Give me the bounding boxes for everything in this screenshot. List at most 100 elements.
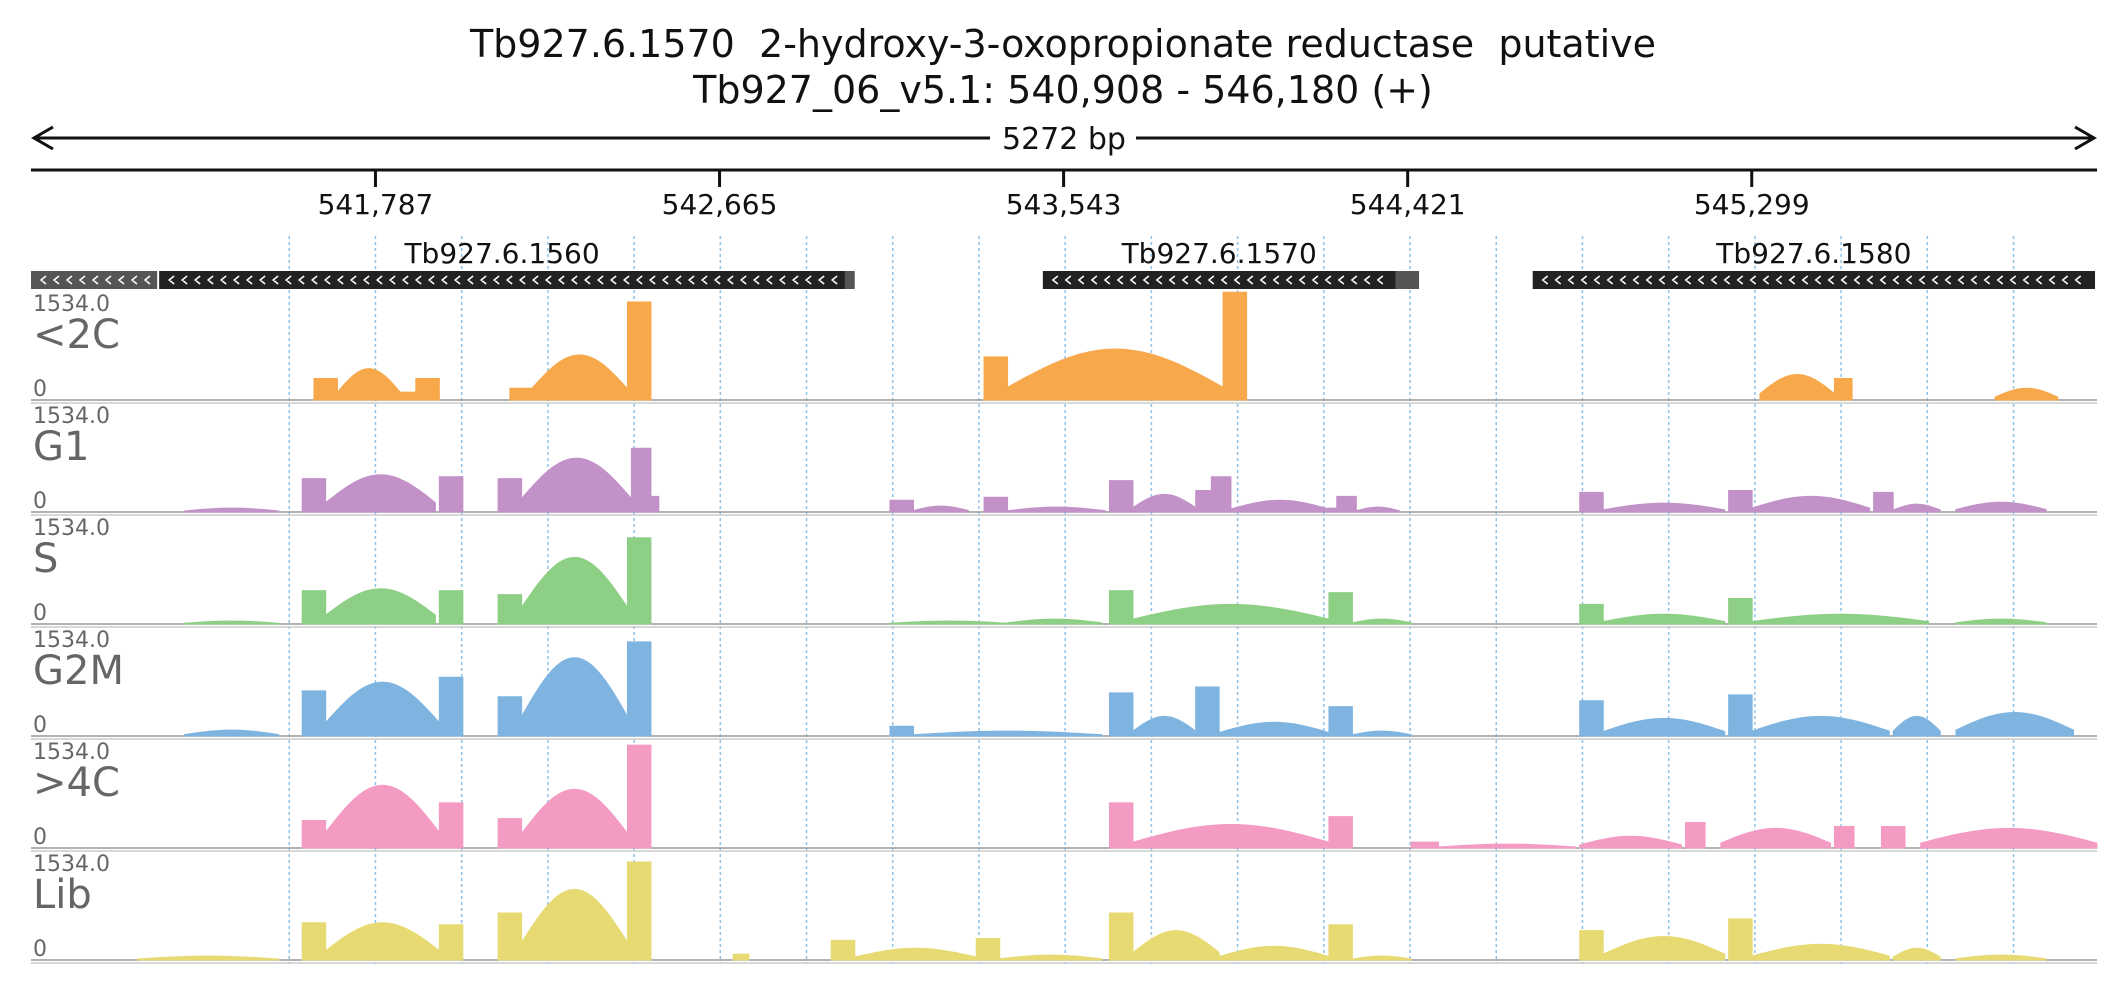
coverage-area [1955,501,2047,513]
coverage-area [1328,706,1353,737]
coverage-area [626,301,652,401]
coverage-area [521,888,628,961]
coverage-area [1873,491,1894,513]
strand-arrows [1051,275,1384,285]
coverage-area [137,955,280,961]
coverage-area [1132,603,1330,625]
coverage-area [1210,476,1232,513]
coverage-area [1328,592,1353,625]
tick-label: 545,299 [1694,188,1810,221]
chart-subtitle: Tb927_06_v5.1: 540,908 - 546,180 (+) [693,68,1433,112]
tick-label: 544,421 [1350,188,1466,221]
coverage-area [325,474,436,513]
coverage-area [1602,613,1726,625]
track-label: >4C [33,760,120,806]
coverage-area [1230,499,1330,513]
track-ymax-label: 1534.0 [33,740,110,765]
coverage-area [889,620,1009,625]
coverage-area [184,620,280,625]
coverage-area [1920,827,2098,849]
track-label: <2C [33,312,120,358]
coverage-area [336,368,401,401]
coverage-area [1728,489,1753,513]
coverage-area [1579,930,1604,961]
coverage-area [854,947,977,961]
coverage-area [1892,715,1941,737]
coverage-area [983,356,1009,401]
coverage-area [1438,843,1577,849]
coverage-area [521,657,628,737]
coverage-area [1132,715,1197,737]
gene-bar [1395,271,1420,289]
coverage-area [1218,945,1330,961]
coverage-area [1195,686,1220,737]
coverage-area [497,912,523,961]
coverage-area [1108,480,1134,513]
coverage-area [830,939,856,961]
track-ymin-label: 0 [33,713,47,738]
coverage-area [184,507,280,513]
coverage-area [438,590,464,625]
track-ymax-label: 1534.0 [33,852,110,877]
coverage-area [1328,816,1353,849]
span-arrow-left [31,125,54,151]
coverage-area [438,924,464,961]
coverage-area [1195,489,1212,513]
coverage-area [732,953,750,961]
coverage-area [1108,692,1134,737]
coverage-area [521,556,628,625]
coverage-area [438,676,464,737]
span-label-bg [990,120,1136,156]
coverage-area [1355,506,1400,513]
track-ymin-label: 0 [33,825,47,850]
coverage-area [999,954,1103,961]
coverage-area [301,590,327,625]
coverage-area [301,922,327,961]
track-ymin-label: 0 [33,601,47,626]
coverage-area [1579,835,1683,849]
coverage-area [1351,955,1412,961]
coverage-area [530,354,628,401]
coverage-area [1579,491,1604,513]
coverage-area [497,818,523,849]
coverage-area [1728,918,1753,961]
coverage-area [438,476,464,513]
track-label: Lib [33,872,92,918]
coverage-area [497,696,523,737]
coverage-area [1108,912,1134,961]
coverage-area [1218,721,1330,737]
coverage-area [975,937,1001,961]
coverage-area [1579,700,1604,737]
coverage-area [1007,348,1224,401]
coverage-area [1007,618,1103,625]
coverage-area [913,730,1103,737]
coverage-area [497,594,523,625]
coverage-area [1880,825,1906,849]
coverage-area [626,537,652,625]
gene-label: Tb927.6.1570 [1121,237,1317,270]
coverage-area [1007,506,1107,513]
coverage-area [1336,495,1357,513]
coverage-area [301,820,327,849]
gene-label: Tb927.6.1580 [1715,237,1911,270]
coverage-area [983,496,1009,513]
track-ymax-label: 1534.0 [33,404,110,429]
coverage-area [1833,825,1855,849]
coverage-area [521,457,632,513]
coverage-area [301,478,327,513]
coverage-area [1751,495,1871,513]
coverage-area [1955,618,2047,625]
track-ymax-label: 1534.0 [33,516,110,541]
coverage-area [1759,374,1835,401]
coverage-area [1602,717,1726,737]
coverage-area [1602,935,1726,961]
coverage-area [1751,613,1929,625]
track-ymax-label: 1534.0 [33,628,110,653]
coverage-area [1108,802,1134,849]
coverage-area [1728,694,1753,737]
coverage-area [1351,730,1412,737]
coverage-area [1994,387,2059,401]
strand-arrows [167,275,838,285]
